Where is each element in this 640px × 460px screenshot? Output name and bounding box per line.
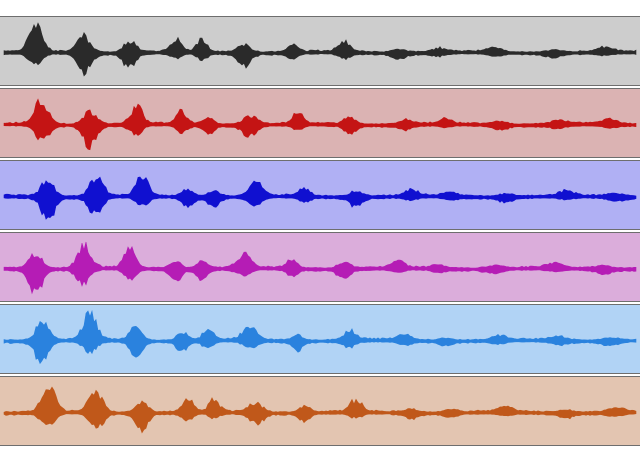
audio-track-1[interactable] — [0, 16, 640, 86]
waveform-fill-4 — [3, 241, 637, 295]
audio-track-5[interactable] — [0, 304, 640, 374]
audio-track-2[interactable] — [0, 88, 640, 158]
waveform-6 — [3, 386, 637, 434]
waveform-fill-5 — [3, 309, 637, 365]
waveform-2 — [3, 98, 637, 151]
waveform-1 — [3, 22, 637, 77]
waveform-fill-2 — [3, 98, 637, 151]
waveform-fill-6 — [3, 386, 637, 434]
audio-track-3[interactable] — [0, 160, 640, 230]
audio-track-6[interactable] — [0, 376, 640, 446]
waveform-fill-1 — [3, 22, 637, 77]
waveform-5 — [3, 309, 637, 365]
audio-track-4[interactable] — [0, 232, 640, 302]
waveform-fill-3 — [3, 176, 637, 220]
waveform-3 — [3, 176, 637, 220]
waveform-4 — [3, 241, 637, 295]
waveform-viewer — [0, 16, 640, 448]
